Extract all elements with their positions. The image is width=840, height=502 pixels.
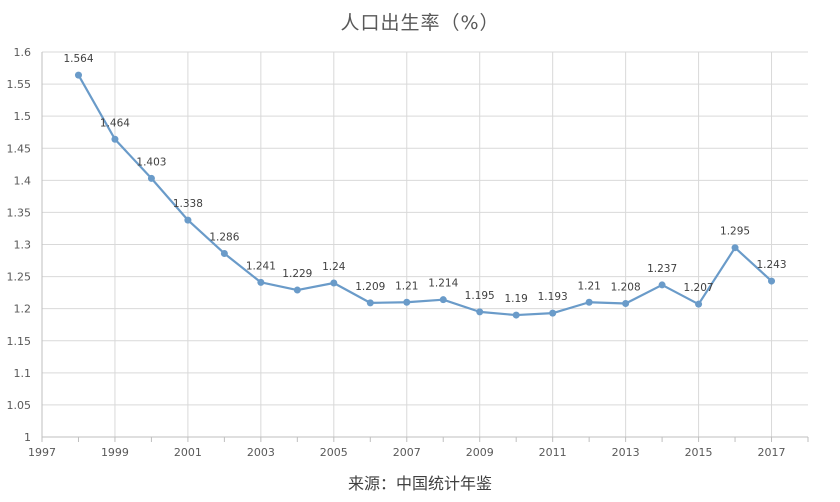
data-point: [731, 244, 739, 252]
data-label: 1.338: [173, 198, 203, 210]
data-label: 1.241: [246, 260, 276, 272]
data-label: 1.19: [504, 293, 527, 305]
x-tick-label: 1997: [28, 446, 56, 459]
data-label: 1.229: [282, 268, 312, 280]
data-label: 1.21: [395, 280, 418, 292]
x-tick-label: 2007: [393, 446, 421, 459]
x-tick-label: 2011: [539, 446, 567, 459]
data-point: [439, 296, 447, 304]
data-point: [622, 300, 630, 308]
data-label: 1.208: [611, 282, 641, 294]
y-tick-label: 1.15: [7, 335, 32, 348]
data-point: [184, 216, 192, 224]
data-point: [330, 279, 338, 287]
x-tick-label: 2015: [685, 446, 713, 459]
x-tick-label: 2009: [466, 446, 494, 459]
data-label: 1.193: [538, 291, 568, 303]
x-tick-label: 2017: [758, 446, 786, 459]
x-tick-label: 2001: [174, 446, 202, 459]
data-label: 1.214: [428, 278, 458, 290]
y-tick-label: 1.4: [14, 174, 32, 187]
data-label: 1.207: [684, 282, 714, 294]
data-label: 1.21: [577, 280, 600, 292]
data-point: [257, 278, 265, 286]
data-label: 1.195: [465, 290, 495, 302]
data-point: [476, 308, 484, 316]
chart-title: 人口出生率（%）: [340, 12, 500, 34]
y-tick-label: 1.25: [7, 271, 32, 284]
data-label: 1.237: [647, 263, 677, 275]
y-tick-label: 1.6: [14, 46, 32, 59]
data-point: [512, 311, 520, 319]
data-label: 1.286: [209, 231, 239, 243]
x-tick-label: 2003: [247, 446, 275, 459]
data-label: 1.295: [720, 226, 750, 238]
y-tick-label: 1: [24, 431, 31, 444]
y-tick-label: 1.1: [14, 367, 32, 380]
data-point: [768, 277, 776, 285]
y-tick-label: 1.55: [7, 78, 32, 91]
data-point: [74, 71, 82, 79]
data-point: [695, 300, 703, 308]
data-label: 1.564: [63, 53, 93, 65]
data-label: 1.209: [355, 281, 385, 293]
data-point: [366, 299, 374, 307]
data-label: 1.24: [322, 261, 346, 273]
data-point: [147, 174, 155, 182]
data-point: [220, 249, 228, 257]
data-point: [549, 309, 557, 317]
y-tick-label: 1.3: [14, 239, 32, 252]
x-tick-label: 2013: [612, 446, 640, 459]
y-tick-label: 1.35: [7, 206, 32, 219]
data-label: 1.243: [756, 259, 786, 271]
data-point: [585, 298, 593, 306]
data-label: 1.403: [136, 156, 166, 168]
chart-source: 来源：中国统计年鉴: [347, 474, 492, 493]
data-point: [293, 286, 301, 294]
series-line: [77, 74, 773, 317]
data-label: 1.464: [100, 117, 130, 129]
data-point: [111, 135, 119, 143]
x-tick-label: 1999: [101, 446, 129, 459]
data-point: [403, 298, 411, 306]
y-tick-label: 1.2: [14, 303, 32, 316]
data-point: [658, 281, 666, 289]
x-tick-label: 2005: [320, 446, 348, 459]
y-tick-label: 1.45: [7, 142, 32, 155]
y-tick-label: 1.05: [7, 399, 32, 412]
y-tick-label: 1.5: [14, 110, 32, 123]
